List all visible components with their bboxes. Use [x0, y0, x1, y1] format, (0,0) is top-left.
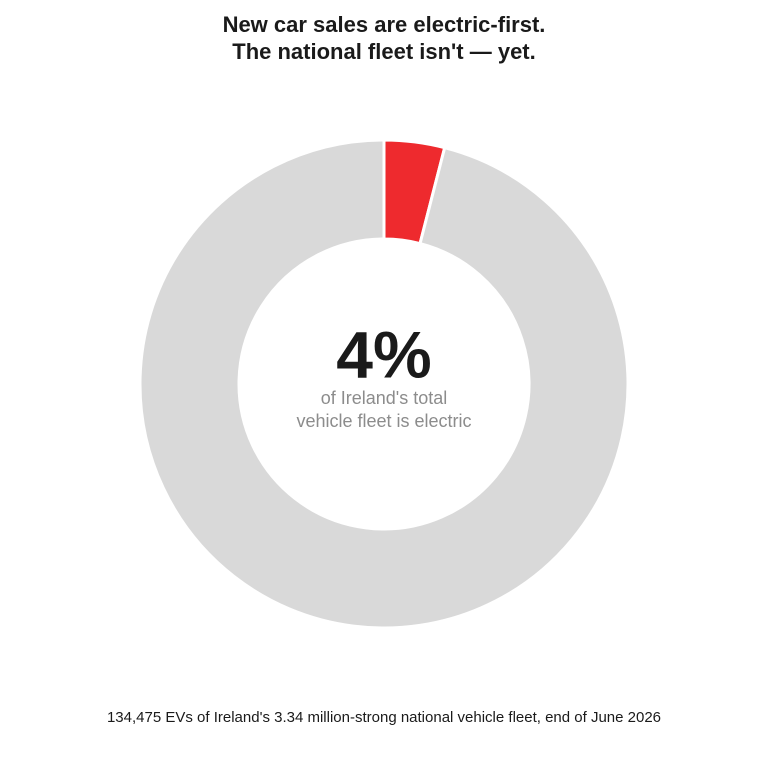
donut-slice: [138, 138, 630, 630]
footnote: 134,475 EVs of Ireland's 3.34 million-st…: [107, 709, 661, 726]
chart-title: New car sales are electric-first.: [223, 12, 546, 37]
center-value: 4%: [336, 317, 431, 391]
center-text: vehicle fleet is electric: [296, 411, 471, 431]
chart-title: The national fleet isn't — yet.: [232, 39, 536, 64]
donut: [138, 138, 630, 630]
center-text: of Ireland's total: [321, 388, 448, 408]
